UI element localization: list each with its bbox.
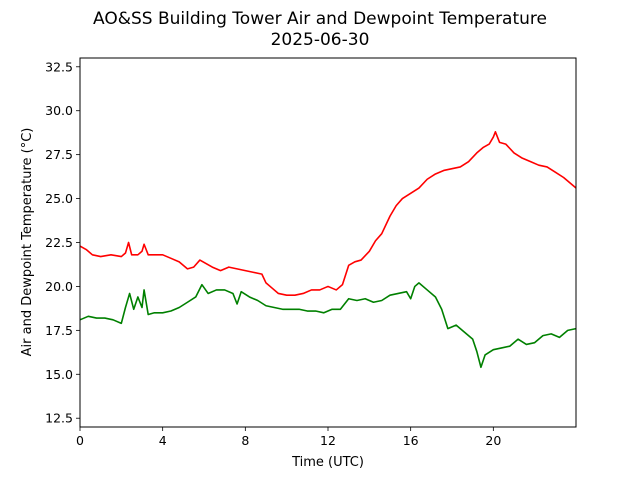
chart-subtitle: 2025-06-30 [271,30,370,50]
y-tick-label: 30.0 [45,103,73,118]
x-axis-label: Time (UTC) [291,455,364,470]
y-tick-label: 27.5 [45,147,73,162]
x-tick-label: 16 [403,433,419,448]
y-tick-label: 15.0 [45,367,73,382]
y-tick-label: 17.5 [45,323,73,338]
series-line-1 [79,282,577,369]
y-tick-label: 25.0 [45,191,73,206]
y-tick-label: 22.5 [45,235,73,250]
y-tick-label: 12.5 [45,411,73,426]
y-tick-label: 20.0 [45,279,73,294]
plot-frame [79,57,577,428]
chart-title: AO&SS Building Tower Air and Dewpoint Te… [93,9,547,29]
x-tick-label: 12 [320,433,336,448]
x-tick-label: 8 [241,433,249,448]
y-axis-label: Air and Dewpoint Temperature (°C) [20,128,35,357]
series-layer [79,131,577,369]
series-line-0 [79,131,577,297]
y-tick-label: 32.5 [45,59,73,74]
x-tick-label: 0 [76,433,84,448]
x-tick-label: 4 [159,433,167,448]
ticks-layer: 0 4 8 12 16 20 12.5 15.0 17.5 20.0 22.5 25.0 27.5 30.… [45,59,501,448]
x-tick-label: 20 [485,433,501,448]
